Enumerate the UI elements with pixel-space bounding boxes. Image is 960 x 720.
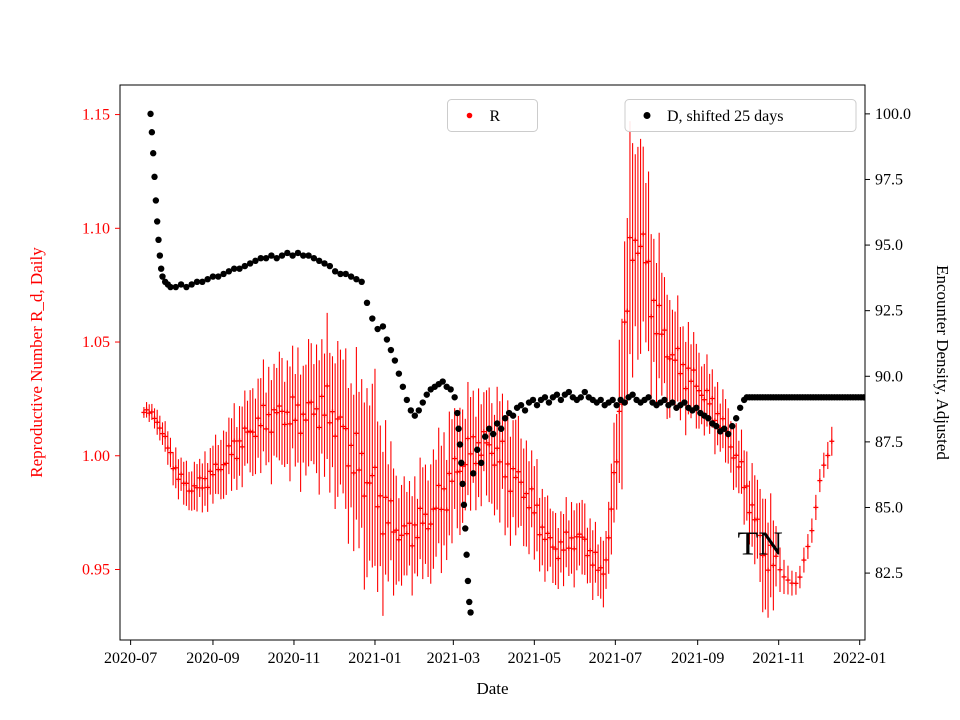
svg-text:92.5: 92.5	[875, 303, 903, 320]
svg-text:1.10: 1.10	[82, 220, 110, 237]
legend-D-shifted: D, shifted 25 days	[624, 99, 857, 132]
svg-text:2020-07: 2020-07	[104, 650, 157, 667]
y-axis-right-label: Encounter Density, Adjusted	[933, 265, 952, 460]
legend-marker-icon	[466, 112, 473, 119]
x-axis-label: Date	[476, 679, 508, 698]
svg-text:2021-05: 2021-05	[508, 650, 561, 667]
series-D-shifted	[147, 110, 865, 616]
svg-text:D, shifted 25 days: D, shifted 25 days	[667, 108, 783, 125]
svg-text:87.5: 87.5	[875, 434, 903, 451]
y-axis-left: 0.95 1.00 1.05 1.10 1.15 Reproductive Number …	[27, 107, 120, 578]
svg-text:2021-01: 2021-01	[348, 650, 401, 667]
annotation-TN: TN	[738, 526, 783, 563]
svg-text:2022-01: 2022-01	[833, 650, 886, 667]
legend-marker-icon	[643, 112, 651, 119]
legend-R: R	[447, 99, 538, 132]
y-axis-left-label: Reproductive Number R_d, Daily	[27, 247, 46, 478]
svg-text:2021-09: 2021-09	[671, 650, 724, 667]
svg-text:97.5: 97.5	[875, 171, 903, 188]
svg-text:2020-09: 2020-09	[186, 650, 239, 667]
svg-text:95.0: 95.0	[875, 237, 903, 254]
series-R	[141, 121, 835, 618]
x-axis: 2020-07 2020-09 2020-11 2021-01 2021-03 2021-…	[104, 640, 886, 698]
svg-text:2021-03: 2021-03	[427, 650, 480, 667]
svg-text:2021-07: 2021-07	[589, 650, 642, 667]
svg-text:2020-11: 2020-11	[268, 650, 321, 667]
axes-frame	[119, 84, 866, 641]
svg-text:1.05: 1.05	[82, 334, 110, 351]
svg-text:1.00: 1.00	[82, 448, 110, 465]
svg-text:2021-11: 2021-11	[752, 650, 805, 667]
svg-text:0.95: 0.95	[82, 561, 110, 578]
svg-text:100.0: 100.0	[875, 106, 911, 123]
svg-text:82.5: 82.5	[875, 565, 903, 582]
svg-text:R: R	[490, 108, 501, 125]
svg-text:90.0: 90.0	[875, 368, 903, 385]
svg-text:TN: TN	[738, 526, 783, 563]
svg-text:1.15: 1.15	[82, 107, 110, 124]
y-axis-right: 82.5 85.0 87.5 90.0 92.5 95.0 97.5 100.0 Encount…	[865, 106, 952, 582]
svg-text:85.0: 85.0	[875, 499, 903, 516]
